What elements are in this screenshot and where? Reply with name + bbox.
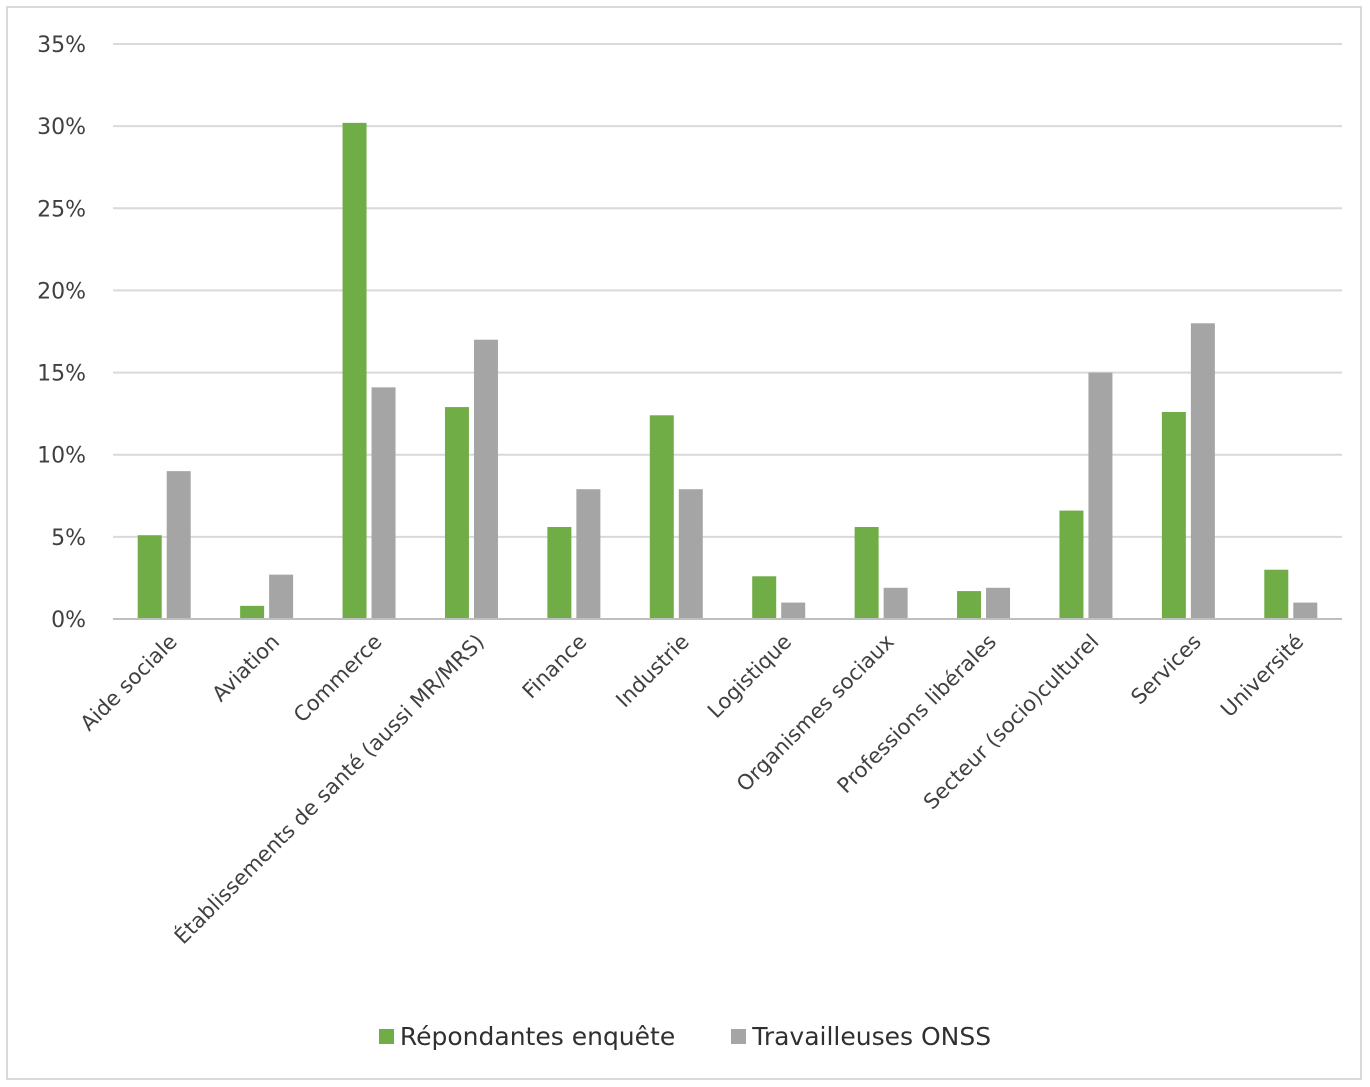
gridlines	[113, 43, 1342, 620]
legend-label-series-1: Répondantes enquête	[399, 1022, 676, 1051]
legend-item-series-2: Travailleuses ONSS	[731, 1022, 991, 1051]
bar-series-1	[547, 527, 572, 619]
legend: Répondantes enquête Travailleuses ONSS	[0, 1022, 1370, 1051]
y-tick-label: 20%	[37, 279, 86, 304]
y-tick-label: 5%	[51, 526, 86, 551]
bar-series-1	[137, 535, 162, 619]
x-category-label: Aide sociale	[76, 630, 182, 736]
x-category-label: Services	[1126, 630, 1206, 710]
x-category-label: Industrie	[611, 630, 694, 713]
bars	[137, 122, 1318, 619]
bar-series-2	[269, 574, 294, 619]
bar-series-2	[371, 387, 396, 619]
bar-series-1	[1161, 412, 1186, 619]
bar-series-2	[1293, 602, 1318, 619]
x-category-label: Finance	[518, 630, 592, 704]
y-axis-ticks: 0% 5% 10% 15% 20% 25% 30% 35%	[37, 33, 86, 633]
x-category-label: Secteur (socio)culturel	[919, 630, 1104, 815]
bar-series-1	[342, 122, 367, 619]
bar-series-2	[781, 602, 806, 619]
bar-series-2	[1088, 372, 1113, 619]
bar-series-1	[957, 591, 982, 619]
bar-series-1	[1059, 510, 1084, 619]
bar-series-1	[1264, 569, 1289, 619]
y-tick-label: 15%	[37, 362, 86, 387]
legend-item-series-1: Répondantes enquête	[378, 1022, 676, 1051]
bar-series-2	[883, 587, 908, 619]
legend-swatch-series-2	[731, 1029, 747, 1044]
x-category-label: Commerce	[289, 630, 387, 728]
x-category-label: Logistique	[703, 630, 796, 723]
bar-series-1	[752, 576, 777, 619]
bar-series-2	[166, 471, 191, 619]
x-category-label: Université	[1216, 630, 1308, 722]
bar-series-2	[678, 489, 703, 619]
y-tick-label: 0%	[51, 608, 86, 633]
y-tick-label: 25%	[37, 197, 86, 222]
bar-series-2	[473, 339, 498, 619]
legend-swatch-series-1	[378, 1029, 394, 1044]
bar-series-1	[240, 605, 265, 619]
bar-series-2	[1190, 323, 1215, 619]
bar-series-1	[854, 527, 879, 619]
y-tick-label: 30%	[37, 115, 86, 140]
bar-series-2	[576, 489, 601, 619]
y-tick-label: 35%	[37, 33, 86, 58]
x-category-label: Aviation	[207, 630, 284, 707]
x-axis-labels: Aide sociale Aviation CommerceÉtablissemen…	[76, 629, 1309, 949]
bar-series-1	[649, 415, 674, 619]
y-tick-label: 10%	[37, 444, 86, 469]
bar-series-2	[986, 587, 1011, 619]
bar-series-1	[444, 407, 469, 619]
legend-label-series-2: Travailleuses ONSS	[752, 1022, 992, 1051]
